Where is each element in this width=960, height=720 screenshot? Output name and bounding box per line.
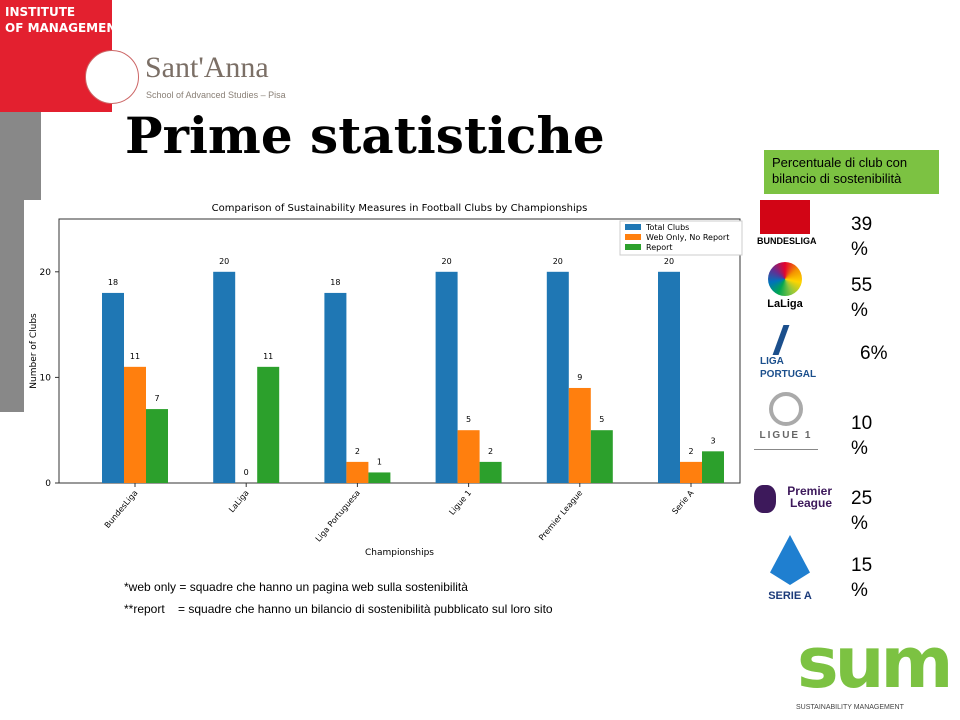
y-tick-label: 20 — [40, 268, 52, 278]
data-label: 20 — [219, 257, 229, 266]
plot-frame — [58, 218, 741, 484]
sum-logo: sum — [797, 622, 953, 704]
x-tick-label: Serie A — [670, 488, 696, 516]
bar-liga-portuguesa-0 — [324, 292, 347, 483]
santanna-seal-icon — [85, 50, 139, 104]
slide-title: Prime statistiche — [125, 106, 605, 165]
legend-label: Report — [646, 243, 673, 252]
decorative-bar — [0, 112, 41, 200]
pct-laliga: 55 % — [851, 275, 873, 321]
decorative-bar — [0, 200, 24, 412]
legend-swatch — [625, 234, 641, 240]
legend-swatch — [625, 224, 641, 230]
percent-heading: Percentuale di club con bilancio di sost… — [764, 150, 939, 194]
data-label: 3 — [710, 436, 715, 445]
data-label: 5 — [466, 415, 471, 424]
bar-laliga-0 — [213, 271, 236, 483]
footnotes: *web only = squadre che hanno un pagina … — [124, 576, 553, 620]
pct-premier-league: 25 % — [851, 488, 873, 534]
y-tick-label: 10 — [40, 373, 52, 383]
pct-ligue1: 10 % — [851, 413, 873, 459]
x-tick-label: Premier League — [537, 488, 584, 542]
data-label: 20 — [553, 257, 563, 266]
bar-bundesliga-0 — [102, 292, 124, 483]
legend-label: Web Only, No Report — [646, 233, 729, 242]
bar-premier-league-2 — [590, 430, 613, 483]
bar-premier-league-0 — [546, 271, 569, 483]
x-tick-label: Ligue 1 — [447, 489, 473, 517]
institute-line2: OF MANAGEMENT — [5, 21, 125, 35]
y-tick-label: 0 — [45, 479, 51, 489]
data-label: 11 — [263, 352, 273, 361]
data-label: 2 — [688, 447, 693, 456]
x-tick-label: BundesLiga — [103, 488, 140, 529]
legend-label: Total Clubs — [645, 223, 689, 232]
data-label: 20 — [664, 257, 674, 266]
bar-ligue-1-1 — [457, 430, 480, 483]
pct-serie-a: 15 % — [851, 555, 873, 601]
institute-line1: INSTITUTE — [5, 5, 76, 19]
x-tick-label: LaLiga — [227, 488, 251, 514]
data-label: 1 — [377, 457, 382, 466]
x-axis-label: Championships — [365, 548, 434, 558]
school-name: Sant'Anna — [145, 51, 269, 84]
data-label: 18 — [330, 278, 340, 287]
serie-a-logo: SERIE A — [762, 535, 818, 602]
bundesliga-logo: BUNDESLIGA — [757, 200, 817, 246]
bar-liga-portuguesa-1 — [346, 461, 369, 483]
bar-serie-a-2 — [702, 451, 724, 483]
data-label: 11 — [130, 352, 140, 361]
bar-chart: Comparison of Sustainability Measures in… — [29, 203, 743, 558]
note-web-only: *web only = squadre che hanno un pagina … — [124, 580, 468, 594]
pct-bundesliga: 39 % — [851, 214, 873, 260]
bar-ligue-1-2 — [479, 461, 502, 483]
bar-liga-portuguesa-2 — [368, 472, 391, 483]
bar-bundesliga-2 — [146, 409, 168, 483]
sum-tagline: SUSTAINABILITY MANAGEMENT — [796, 704, 904, 711]
data-label: 20 — [442, 257, 452, 266]
school-subtitle: School of Advanced Studies – Pisa — [146, 90, 286, 100]
legend-swatch — [625, 244, 641, 250]
premier-league-logo: Premier League — [754, 485, 832, 513]
data-label: 18 — [108, 278, 118, 287]
data-label: 7 — [154, 394, 159, 403]
bar-serie-a-1 — [680, 461, 702, 483]
chart-title: Comparison of Sustainability Measures in… — [212, 203, 588, 214]
liga-portugal-logo: LIGA PORTUGAL — [760, 325, 816, 381]
bar-ligue-1-0 — [435, 271, 458, 483]
x-tick-label: Liga Portuguesa — [314, 488, 362, 543]
data-label: 2 — [355, 447, 360, 456]
data-label: 2 — [488, 447, 493, 456]
note-report: **report = squadre che hanno un bilancio… — [124, 602, 553, 616]
pct-liga-portugal: 6% — [860, 343, 888, 364]
bar-premier-league-1 — [568, 387, 591, 483]
y-axis-label: Number of Clubs — [29, 313, 39, 389]
data-label: 0 — [244, 468, 249, 477]
data-label: 5 — [599, 415, 604, 424]
laliga-logo: LaLiga — [757, 262, 813, 310]
data-label: 9 — [577, 373, 582, 382]
bar-laliga-2 — [257, 366, 280, 483]
institute-logo-text: INSTITUTE OF MANAGEMENT — [5, 4, 125, 36]
bar-serie-a-0 — [658, 271, 680, 483]
ligue1-logo: LIGUE 1 — [754, 392, 818, 450]
bar-bundesliga-1 — [124, 366, 146, 483]
